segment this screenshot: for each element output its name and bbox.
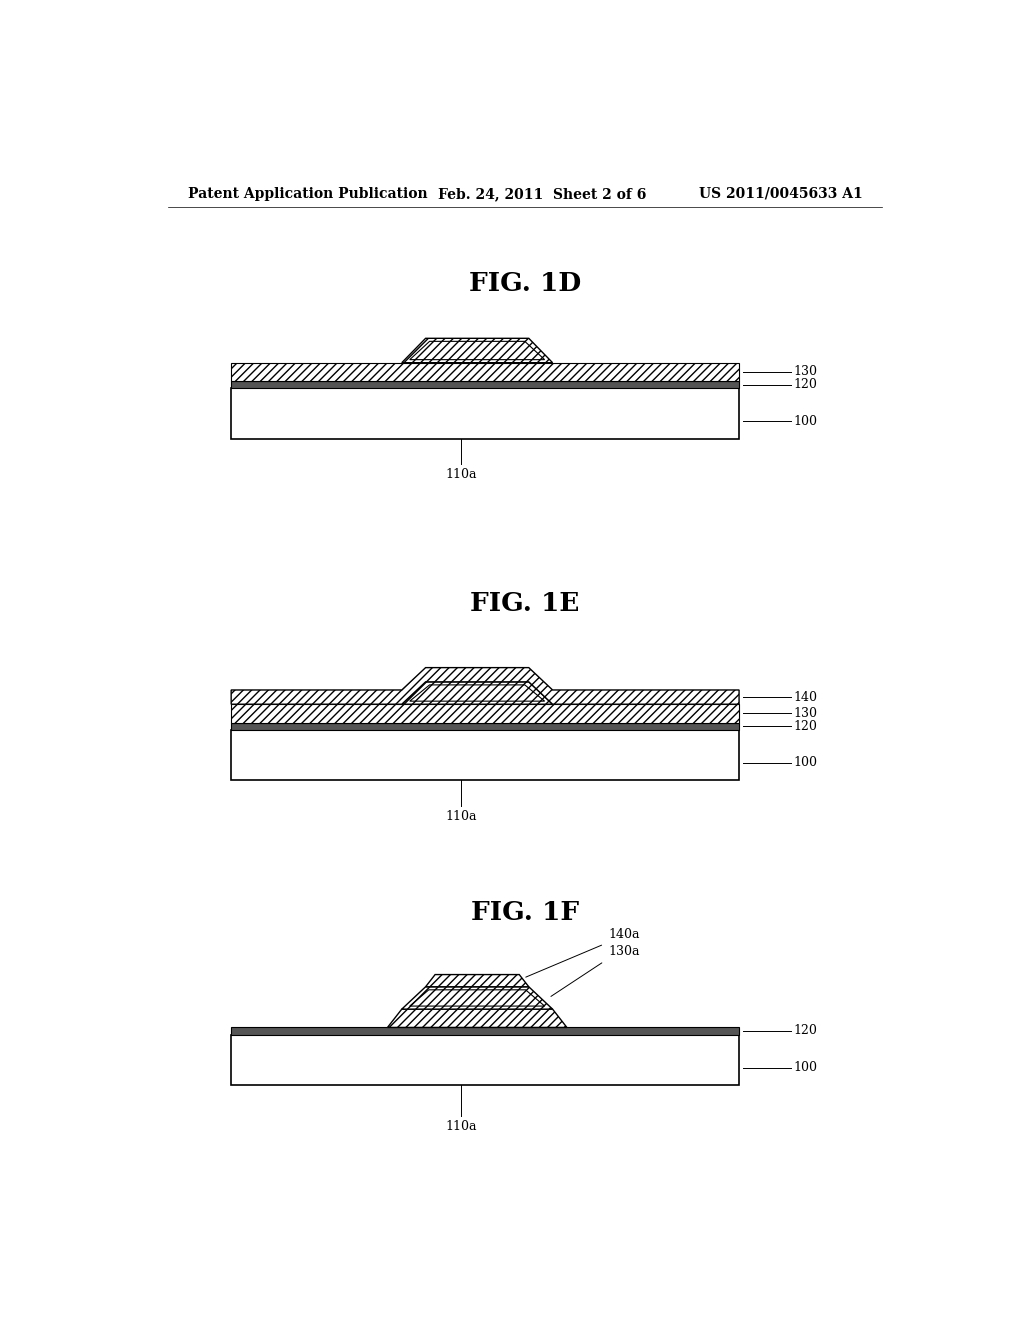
Text: FIG. 1F: FIG. 1F (471, 900, 579, 925)
Text: 100: 100 (793, 1061, 817, 1074)
Bar (231, 388, 739, 440)
Text: 130: 130 (793, 366, 817, 379)
Text: US 2011/0045633 A1: US 2011/0045633 A1 (699, 187, 863, 201)
Text: 140: 140 (793, 690, 817, 704)
Text: 100: 100 (793, 756, 817, 770)
Bar (231, 1027, 739, 1035)
Bar (231, 730, 739, 780)
Text: 110a: 110a (445, 1119, 477, 1133)
Bar (231, 704, 739, 722)
Text: Feb. 24, 2011  Sheet 2 of 6: Feb. 24, 2011 Sheet 2 of 6 (437, 187, 646, 201)
Polygon shape (231, 668, 739, 704)
Bar (231, 381, 739, 388)
Text: 120: 120 (793, 378, 817, 391)
Text: 110a: 110a (445, 469, 477, 482)
Polygon shape (401, 987, 553, 1008)
Text: FIG. 1D: FIG. 1D (469, 271, 581, 296)
Bar (231, 363, 739, 381)
Polygon shape (387, 1008, 567, 1027)
Text: 100: 100 (793, 414, 817, 428)
Text: Patent Application Publication: Patent Application Publication (187, 187, 427, 201)
Text: 110a: 110a (445, 810, 477, 822)
Text: 130: 130 (793, 706, 817, 719)
Text: 120: 120 (793, 1024, 817, 1038)
Text: 120: 120 (793, 719, 817, 733)
Text: 130a: 130a (608, 945, 640, 958)
Bar (231, 1035, 739, 1085)
Polygon shape (401, 682, 553, 704)
Text: 140a: 140a (608, 928, 640, 941)
Polygon shape (426, 974, 528, 987)
Bar (231, 722, 739, 730)
Text: FIG. 1E: FIG. 1E (470, 591, 580, 616)
Polygon shape (401, 338, 553, 363)
